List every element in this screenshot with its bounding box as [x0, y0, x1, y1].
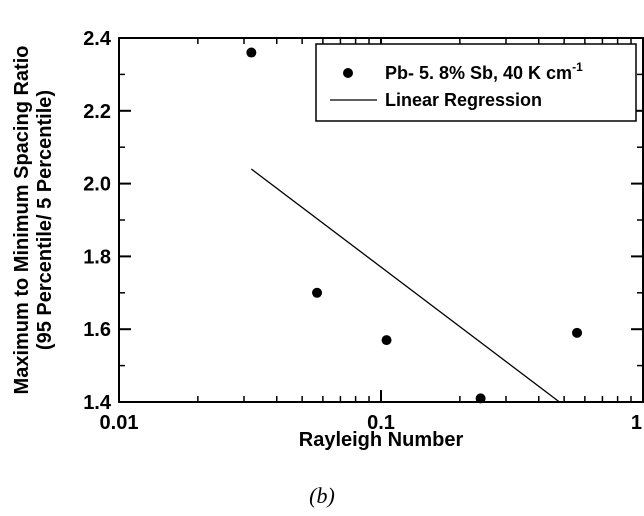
- legend: Pb- 5. 8% Sb, 40 K cm-1 Linear Regressio…: [315, 43, 637, 122]
- y-axis-tick-labels: 1.4 1.6 1.8 2.0 2.2 2.4: [83, 28, 112, 414]
- data-point: [381, 335, 392, 346]
- y-tick-label: 2.2: [83, 101, 111, 123]
- y-axis-ticks: [119, 37, 643, 403]
- y-tick-label: 1.4: [83, 392, 112, 414]
- legend-entry-scatter-label: Pb- 5. 8% Sb, 40 K cm: [385, 63, 572, 83]
- regression-line: [250, 168, 560, 403]
- y-tick-label: 2.0: [83, 174, 111, 196]
- x-axis-title: Rayleigh Number: [299, 429, 464, 451]
- x-axis-tick-labels: 0.01 0.1 1: [100, 412, 642, 434]
- x-tick-label: 1: [631, 412, 642, 434]
- y-axis-title-line-1: Maximum to Minimum Spacing Ratio: [11, 46, 33, 395]
- legend-entry-scatter-superscript: -1: [572, 60, 583, 74]
- data-marks: [246, 47, 583, 404]
- legend-box: [315, 43, 637, 122]
- legend-entry-scatter: Pb- 5. 8% Sb, 40 K cm-1: [385, 60, 583, 83]
- y-tick-label: 2.4: [83, 28, 112, 50]
- data-point: [246, 47, 257, 58]
- y-tick-label: 1.8: [83, 246, 111, 268]
- x-tick-label: 0.01: [100, 412, 139, 434]
- y-tick-label: 1.6: [83, 319, 111, 341]
- data-point: [475, 393, 486, 404]
- chart: 0.01 0.1 1 1.4 1.6 1.8 2.0 2.2 2.4 Rayleigh Num…: [11, 28, 644, 451]
- legend-entry-line: Linear Regression: [385, 90, 542, 110]
- data-point: [572, 327, 583, 338]
- y-axis-title: Maximum to Minimum Spacing Ratio (95 Per…: [11, 46, 56, 395]
- x-tick-label: 0.1: [367, 412, 395, 434]
- y-axis-title-line-2: (95 Percentile/ 5 Percentile): [34, 90, 56, 350]
- legend-dot-icon: [343, 68, 353, 78]
- data-point: [312, 287, 323, 298]
- figure-caption: (b): [309, 483, 335, 508]
